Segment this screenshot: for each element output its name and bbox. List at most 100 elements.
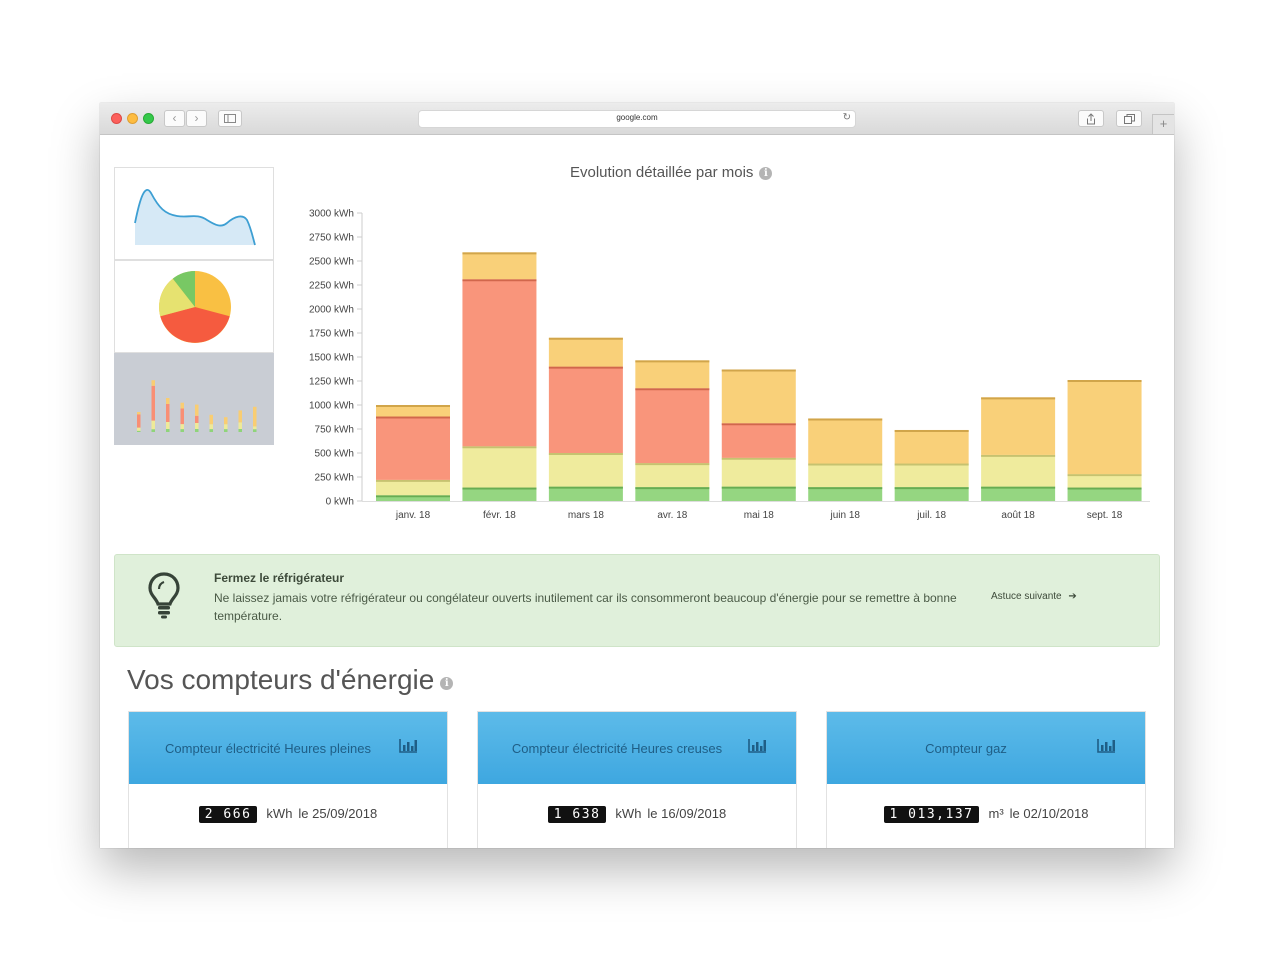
bar-segment[interactable] bbox=[635, 388, 710, 464]
bar-segment[interactable] bbox=[1067, 380, 1142, 475]
y-tick-label: 500 kWh bbox=[315, 449, 354, 460]
bar-segment[interactable] bbox=[721, 423, 796, 458]
bar-chart-icon bbox=[137, 380, 257, 432]
x-tick-label: juin 18 bbox=[829, 510, 860, 521]
meter-label: Compteur électricité Heures pleines bbox=[165, 741, 371, 756]
bar-segment[interactable] bbox=[462, 487, 537, 501]
bar-segment[interactable] bbox=[548, 366, 623, 453]
tabs-overview-button[interactable] bbox=[1116, 110, 1142, 127]
next-tip-link[interactable]: Astuce suivante ➔ bbox=[991, 591, 1077, 602]
mini-bar bbox=[195, 423, 199, 429]
bar-segment[interactable] bbox=[376, 495, 450, 501]
bar-segment[interactable] bbox=[376, 479, 450, 496]
bar-segment[interactable] bbox=[462, 279, 537, 447]
mini-bar bbox=[238, 429, 242, 432]
bar-segment[interactable] bbox=[894, 429, 969, 464]
meters-section-title: Vos compteurs d'énergie i bbox=[127, 664, 454, 696]
bar-segment[interactable] bbox=[721, 457, 796, 487]
meter-date: le 25/09/2018 bbox=[298, 806, 378, 821]
mini-bar bbox=[238, 422, 242, 429]
meter-card-header: Compteur électricité Heures creuses bbox=[478, 712, 796, 784]
energy-tip-panel: Fermez le réfrigérateur Ne laissez jamai… bbox=[114, 554, 1160, 647]
area-chart-icon bbox=[134, 189, 256, 246]
bar-segment[interactable] bbox=[981, 486, 1056, 501]
area-chart-option[interactable] bbox=[114, 167, 274, 260]
bar-segment[interactable] bbox=[721, 486, 796, 501]
bar-segment[interactable] bbox=[462, 446, 537, 488]
mini-bar bbox=[195, 415, 199, 423]
bar-segment[interactable] bbox=[635, 487, 710, 501]
next-tip-label: Astuce suivante bbox=[991, 591, 1062, 602]
back-button[interactable]: ‹ bbox=[164, 110, 185, 127]
mini-bar bbox=[195, 429, 199, 432]
sidebar-toggle-button[interactable] bbox=[218, 110, 242, 127]
x-tick-label: janv. 18 bbox=[395, 510, 431, 521]
bar-segment[interactable] bbox=[981, 454, 1056, 487]
bar-chart-icon[interactable] bbox=[1097, 739, 1115, 753]
meter-date: le 16/09/2018 bbox=[647, 806, 727, 821]
meter-reading-row: 1 638 kWh le 16/09/2018 bbox=[478, 806, 796, 823]
bar-chart-option[interactable] bbox=[114, 353, 274, 445]
bar-segment[interactable] bbox=[548, 337, 623, 367]
bar-segment[interactable] bbox=[1067, 487, 1142, 501]
bar-segment[interactable] bbox=[1067, 474, 1142, 488]
sidebar-icon bbox=[224, 114, 236, 123]
x-tick-label: sept. 18 bbox=[1087, 510, 1123, 521]
bar-chart-icon[interactable] bbox=[399, 739, 417, 753]
x-tick-label: juil. 18 bbox=[916, 510, 946, 521]
forward-button[interactable]: › bbox=[186, 110, 207, 127]
meter-reading: 1 638 bbox=[547, 806, 607, 823]
bar-segment[interactable] bbox=[635, 360, 710, 389]
chart-title-text: Evolution détaillée par mois bbox=[570, 164, 754, 181]
address-bar[interactable]: google.com ↻ bbox=[418, 110, 856, 128]
y-tick-label: 1750 kWh bbox=[309, 329, 354, 340]
meter-unit: m³ bbox=[988, 806, 1004, 821]
mini-bar bbox=[209, 414, 213, 425]
meter-unit: kWh bbox=[266, 806, 293, 821]
meter-card[interactable]: Compteur électricité Heures pleines 2 66… bbox=[128, 711, 448, 848]
new-tab-button[interactable]: + bbox=[1152, 114, 1174, 134]
meter-card[interactable]: Compteur gaz 1 013,137 m³ le 02/10/2018 bbox=[826, 711, 1146, 848]
pie-chart-option[interactable] bbox=[114, 260, 274, 353]
monthly-consumption-chart: 3000 kWh 2750 kWh 2500 kWh 2250 kWh 2000 kWh… bbox=[309, 209, 1150, 521]
mini-bar bbox=[209, 424, 213, 430]
meter-reading: 2 666 bbox=[198, 806, 258, 823]
bar-segment[interactable] bbox=[894, 487, 969, 501]
bar-segment[interactable] bbox=[548, 453, 623, 487]
bar-segment[interactable] bbox=[981, 397, 1056, 455]
bar-segment[interactable] bbox=[808, 418, 883, 464]
bar-segment[interactable] bbox=[808, 463, 883, 488]
y-tick-label: 2250 kWh bbox=[309, 281, 354, 292]
mini-bar bbox=[137, 430, 141, 432]
mini-bar bbox=[137, 427, 141, 431]
info-icon[interactable]: i bbox=[759, 167, 773, 180]
meter-card[interactable]: Compteur électricité Heures creuses 1 63… bbox=[477, 711, 797, 848]
y-tick-label: 2000 kWh bbox=[309, 305, 354, 316]
bar-segment[interactable] bbox=[462, 252, 537, 280]
browser-window: ‹ › google.com ↻ + bbox=[100, 103, 1174, 848]
mini-bar bbox=[166, 429, 170, 432]
bar-segment[interactable] bbox=[376, 416, 450, 480]
share-button[interactable] bbox=[1078, 110, 1104, 127]
mini-bar bbox=[209, 429, 213, 432]
meter-label: Compteur gaz bbox=[925, 741, 1007, 756]
mini-bar bbox=[253, 429, 257, 432]
reload-icon[interactable]: ↻ bbox=[842, 112, 851, 123]
bar-segment[interactable] bbox=[548, 486, 623, 501]
info-icon[interactable]: i bbox=[440, 677, 454, 690]
mini-bar bbox=[151, 420, 155, 430]
minimize-window-button[interactable] bbox=[127, 113, 138, 124]
bar-chart-icon[interactable] bbox=[748, 739, 766, 753]
bar-segment[interactable] bbox=[376, 405, 450, 417]
bar-segment[interactable] bbox=[894, 463, 969, 488]
bar-segment[interactable] bbox=[635, 463, 710, 488]
bar-segment[interactable] bbox=[808, 487, 883, 501]
bar-segment[interactable] bbox=[721, 369, 796, 424]
meter-card-header: Compteur électricité Heures pleines bbox=[129, 712, 447, 784]
y-tick-label: 2500 kWh bbox=[309, 257, 354, 268]
zoom-window-button[interactable] bbox=[143, 113, 154, 124]
mini-bar bbox=[151, 380, 155, 386]
mini-bar bbox=[137, 412, 141, 415]
close-window-button[interactable] bbox=[111, 113, 122, 124]
meter-reading-row: 1 013,137 m³ le 02/10/2018 bbox=[827, 806, 1145, 823]
